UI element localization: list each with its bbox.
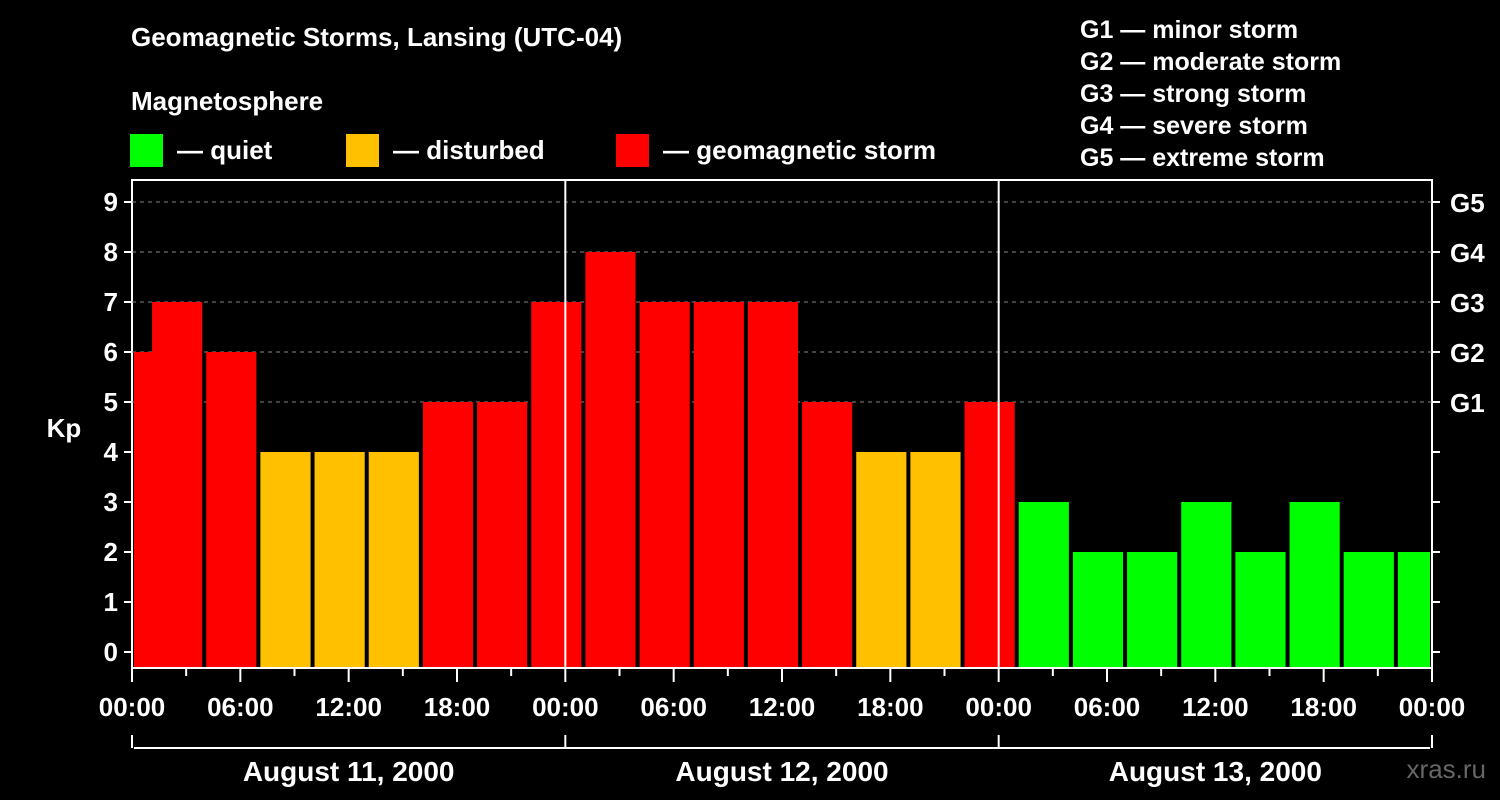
kp-bar-18 xyxy=(1018,502,1069,667)
x-tick-label-11: 12:00 xyxy=(1182,692,1249,722)
kp-bar-24 xyxy=(1343,552,1394,667)
kp-bar-17 xyxy=(964,402,1015,667)
right-tick-label-g3: G3 xyxy=(1450,288,1485,318)
x-tick-label-10: 06:00 xyxy=(1074,692,1141,722)
chart-subtitle: Magnetosphere xyxy=(131,86,324,116)
kp-bar-13 xyxy=(747,302,799,667)
kp-bar-7 xyxy=(422,402,474,667)
y-tick-label-2: 2 xyxy=(104,537,118,567)
day-label-1: August 11, 2000 xyxy=(243,756,455,787)
y-tick-label-0: 0 xyxy=(104,637,118,667)
y-tick-label-1: 1 xyxy=(104,587,118,617)
storm-level-g3: G3 — strong storm xyxy=(1080,80,1307,108)
kp-bar-23 xyxy=(1289,502,1340,667)
legend-storm-label: — geomagnetic storm xyxy=(663,134,937,165)
y-tick-label-9: 9 xyxy=(104,187,118,217)
x-tick-label-1: 00:00 xyxy=(99,692,166,722)
kp-bar-21 xyxy=(1181,502,1232,667)
y-tick-label-6: 6 xyxy=(104,337,118,367)
x-tick-label-3: 12:00 xyxy=(315,692,382,722)
kp-bar-3 xyxy=(206,352,257,667)
kp-bar-2 xyxy=(152,302,203,667)
y-tick-label-8: 8 xyxy=(104,237,118,267)
x-tick-label-9: 00:00 xyxy=(965,692,1032,722)
chart-title: Geomagnetic Storms, Lansing (UTC-04) xyxy=(131,22,623,52)
kp-bar-14 xyxy=(802,402,853,667)
storm-level-g2: G2 — moderate storm xyxy=(1080,48,1342,76)
day-label-3: August 13, 2000 xyxy=(1109,756,1322,787)
kp-bar-15 xyxy=(856,452,907,667)
legend-quiet-swatch xyxy=(130,133,163,167)
kp-bar-4 xyxy=(260,452,311,667)
kp-bar-20 xyxy=(1127,552,1178,667)
kp-bar-16 xyxy=(910,452,961,667)
kp-bar-8 xyxy=(477,402,528,667)
day-label-2: August 12, 2000 xyxy=(675,756,888,787)
legend-quiet-label: — quiet xyxy=(177,134,273,165)
kp-bar-25 xyxy=(1397,552,1430,667)
kp-bar-12 xyxy=(693,302,744,667)
legend-quiet: — quiet xyxy=(130,133,272,167)
storm-level-legend: G1 — minor storm G2 — moderate storm G3 … xyxy=(1080,14,1341,174)
x-tick-label-8: 18:00 xyxy=(857,692,924,722)
watermark: xras.ru xyxy=(1406,754,1486,784)
x-tick-label-12: 18:00 xyxy=(1290,692,1357,722)
kp-bar-22 xyxy=(1235,552,1286,667)
x-tick-label-6: 06:00 xyxy=(640,692,707,722)
legend-storm: — geomagnetic storm xyxy=(616,133,936,167)
kp-bar-6 xyxy=(368,452,419,667)
y-tick-label-4: 4 xyxy=(104,437,119,467)
kp-bar-5 xyxy=(314,452,365,667)
storm-level-g5: G5 — extreme storm xyxy=(1080,144,1325,172)
kp-bar-19 xyxy=(1072,552,1124,667)
legend-storm-swatch xyxy=(616,133,649,167)
kp-bar-10 xyxy=(585,252,636,667)
y-tick-label-7: 7 xyxy=(104,287,118,317)
legend-disturbed-label: — disturbed xyxy=(393,134,545,165)
right-tick-label-g1: G1 xyxy=(1450,388,1485,418)
right-tick-label-g2: G2 xyxy=(1450,338,1485,368)
y-tick-label-3: 3 xyxy=(104,487,118,517)
x-tick-label-2: 06:00 xyxy=(207,692,274,722)
kp-bar-11 xyxy=(639,302,690,667)
x-tick-label-7: 12:00 xyxy=(749,692,816,722)
storm-level-g4: G4 — severe storm xyxy=(1080,112,1308,140)
kp-bar-9 xyxy=(531,302,582,667)
storm-level-g1: G1 — minor storm xyxy=(1080,16,1299,44)
legend-disturbed: — disturbed xyxy=(346,133,545,167)
x-tick-label-4: 18:00 xyxy=(424,692,491,722)
y-axis-label: Kp xyxy=(47,413,82,443)
legend-disturbed-swatch xyxy=(346,133,379,167)
x-tick-label-5: 00:00 xyxy=(532,692,599,722)
right-tick-label-g5: G5 xyxy=(1450,188,1485,218)
right-tick-label-g4: G4 xyxy=(1450,238,1485,268)
y-tick-label-5: 5 xyxy=(104,387,118,417)
x-tick-label-13: 00:00 xyxy=(1399,692,1466,722)
